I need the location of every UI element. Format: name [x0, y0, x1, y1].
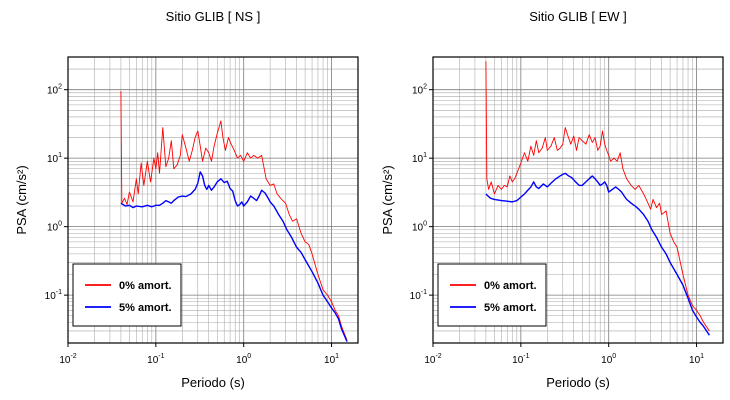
y-tick-base: 10 [47, 154, 59, 165]
x-tick-exponent: -2 [435, 353, 441, 360]
legend-label: 5% amort. [484, 302, 537, 314]
y-tick-base: 10 [47, 223, 59, 234]
y-tick-label: 10-1 [45, 289, 62, 302]
x-tick-base: 10 [601, 355, 613, 366]
legend-box [437, 263, 547, 327]
chart-title: Sitio GLIB [ EW ] [529, 9, 627, 24]
legend-label: 0% amort. [484, 280, 537, 292]
x-tick-exponent: -1 [158, 353, 164, 360]
x-tick-base: 10 [147, 355, 159, 366]
x-tick-base: 10 [59, 355, 71, 366]
grid [67, 56, 359, 344]
y-tick-base: 10 [412, 223, 424, 234]
legend: 0% amort. 5% amort. [437, 263, 547, 327]
x-tick-label: 100 [236, 353, 251, 366]
x-tick-exponent: 0 [247, 353, 251, 360]
x-tick-exponent: 1 [335, 353, 339, 360]
y-tick-base: 10 [412, 154, 424, 165]
y-tick-base: 10 [47, 86, 59, 97]
x-tick-label: 10-1 [512, 353, 529, 366]
y-tick-label: 100 [412, 221, 427, 234]
x-tick-exponent: 0 [612, 353, 616, 360]
x-tick-label: 10-2 [59, 353, 76, 366]
y-tick-label: 101 [47, 152, 62, 165]
y-tick-exponent: 1 [58, 152, 62, 159]
chart-title: Sitio GLIB [ NS ] [166, 9, 261, 24]
x-tick-label: 101 [689, 353, 704, 366]
x-tick-base: 10 [236, 355, 248, 366]
y-tick-exponent: 0 [58, 221, 62, 228]
x-tick-base: 10 [512, 355, 524, 366]
x-tick-exponent: -1 [523, 353, 529, 360]
x-tick-base: 10 [424, 355, 436, 366]
y-tick-label: 102 [47, 84, 62, 97]
y-tick-exponent: -1 [421, 289, 427, 296]
y-tick-base: 10 [410, 291, 422, 302]
y-tick-exponent: 2 [423, 84, 427, 91]
series-line-damping-0 [485, 61, 710, 332]
y-tick-base: 10 [412, 86, 424, 97]
series-line-damping-5 [120, 171, 348, 342]
series-line-damping-5 [485, 172, 710, 336]
y-tick-label: 10-1 [410, 289, 427, 302]
x-axis-label: Periodo (s) [546, 375, 610, 390]
legend: 0% amort. 5% amort. [72, 263, 182, 327]
plot-frame [432, 56, 724, 344]
legend-box [72, 263, 182, 327]
x-tick-exponent: -2 [70, 353, 76, 360]
y-tick-label: 101 [412, 152, 427, 165]
plot-frame [67, 56, 359, 344]
y-axis-label: PSA (cm/s²) [380, 165, 395, 234]
x-tick-label: 100 [601, 353, 616, 366]
y-tick-exponent: -1 [56, 289, 62, 296]
y-axis-label: PSA (cm/s²) [14, 165, 29, 234]
series-line-damping-0 [120, 91, 348, 341]
x-axis-label: Periodo (s) [181, 375, 245, 390]
x-tick-label: 101 [324, 353, 339, 366]
y-tick-exponent: 0 [423, 221, 427, 228]
y-tick-label: 100 [47, 221, 62, 234]
legend-label: 0% amort. [119, 280, 172, 292]
legend-label: 5% amort. [119, 302, 172, 314]
x-tick-exponent: 1 [700, 353, 704, 360]
y-tick-exponent: 1 [423, 152, 427, 159]
x-tick-base: 10 [324, 355, 336, 366]
y-tick-exponent: 2 [58, 84, 62, 91]
y-tick-base: 10 [45, 291, 57, 302]
x-tick-label: 10-1 [147, 353, 164, 366]
y-tick-label: 102 [412, 84, 427, 97]
x-tick-base: 10 [689, 355, 701, 366]
x-tick-label: 10-2 [424, 353, 441, 366]
